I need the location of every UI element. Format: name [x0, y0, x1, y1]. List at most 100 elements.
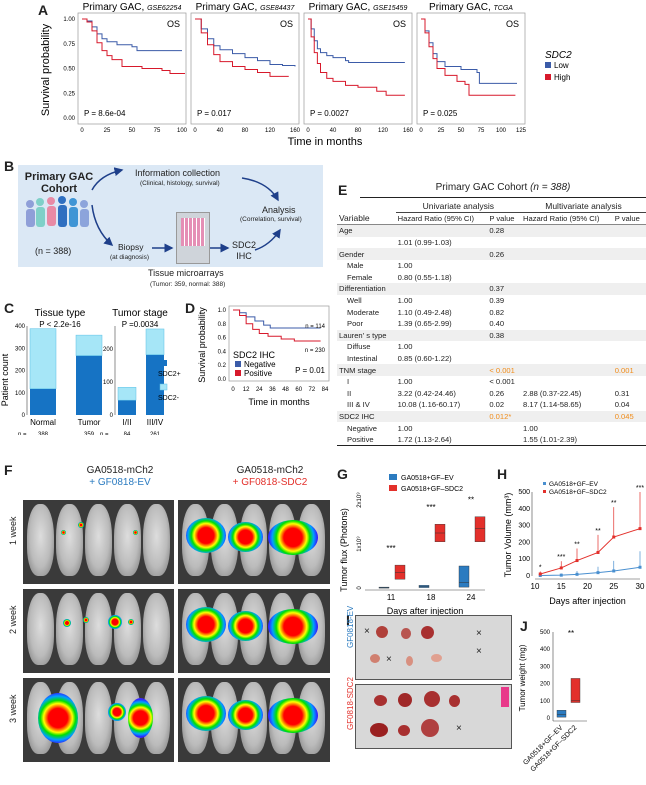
- table-row: Diffuse 1.00: [337, 341, 646, 353]
- x-tick: 100: [177, 128, 188, 134]
- cell-p1: 0.38: [487, 329, 522, 342]
- f-right-header: GA0518-mCh2 + GF0818-SDC2: [210, 465, 330, 489]
- bar-sdc2-pos: [76, 355, 102, 415]
- table-row: Age 0.28: [337, 224, 646, 237]
- multivariate-header: Multivariate analysis: [521, 200, 646, 213]
- os-label: OS: [167, 19, 180, 29]
- cell-p1: [487, 260, 521, 272]
- f-left-sub: + GF0818-EV: [89, 477, 151, 488]
- h-xlabel: Days after injection: [549, 596, 626, 606]
- mouse: [114, 504, 141, 576]
- cell-p2: [613, 341, 646, 353]
- cell-p1: [487, 341, 521, 353]
- cell-v: Gender: [337, 248, 396, 260]
- d-legend-label: Negative: [244, 360, 276, 369]
- d-n-label: n = 230: [305, 348, 326, 354]
- c-y-tick: 100: [15, 391, 26, 397]
- j-y-tick: 400: [540, 647, 551, 653]
- panel-label-f: F: [4, 462, 13, 478]
- mice-image-sdc2: [178, 678, 330, 762]
- tumor: [376, 626, 388, 638]
- c-y-tick: 0: [22, 413, 26, 419]
- panel-label-d: D: [185, 300, 196, 316]
- tumor: [449, 695, 460, 707]
- cell-p2: [612, 329, 646, 342]
- cell-hr1: 1.01 (0.99-1.03): [397, 238, 452, 248]
- d-legend-swatch: [235, 361, 241, 367]
- arrow-analysis-top: [241, 177, 279, 202]
- d-n-label: n = 114: [305, 324, 325, 330]
- c-group-title: Tissue type: [35, 308, 86, 319]
- cell-v: Age: [337, 224, 396, 237]
- panel-label-c: C: [4, 300, 15, 316]
- h-y-tick: 100: [518, 556, 530, 563]
- f-left-header: GA0518-mCh2 + GF0818-EV: [60, 465, 180, 489]
- cell-p2: [613, 434, 646, 446]
- bar-sdc2-pos: [30, 388, 56, 415]
- x-tick: 100: [496, 128, 507, 134]
- g-significance: ***: [426, 503, 435, 512]
- cell-hr1: 1.00: [397, 377, 413, 387]
- d-x-tick: 48: [282, 387, 289, 393]
- mice-image-sdc2: [178, 589, 330, 673]
- cell-v: Diffuse: [347, 342, 371, 352]
- h-point: [538, 572, 542, 576]
- mice-image-ev: [23, 500, 174, 584]
- bar-sdc2-neg: [75, 334, 103, 356]
- legend-label-neg: SDC2-: [158, 395, 180, 402]
- panel-b-arrows: [91, 167, 281, 253]
- d-y-tick: 1.0: [218, 308, 227, 314]
- h-x-tick: 10: [531, 582, 540, 591]
- cell-v: Intestinal: [347, 354, 378, 364]
- y-tick: 0.50: [63, 67, 75, 73]
- j-ylabel: Tumor weight (mg): [518, 644, 527, 711]
- g-box: [394, 564, 406, 580]
- bioluminescence-signal: [186, 607, 226, 642]
- os-label: OS: [280, 19, 293, 29]
- d-x-tick: 36: [269, 387, 276, 393]
- cell-v: TNM stage: [337, 364, 396, 376]
- mice-image-ev: [23, 589, 174, 673]
- km-curve-low: [195, 18, 296, 67]
- bioluminescence-signal: [128, 698, 153, 738]
- g-y-tick: 1x10⁹: [356, 536, 363, 552]
- cell-p2: [613, 295, 646, 307]
- y-tick: 0.00: [63, 116, 75, 122]
- cell-v: Female: [347, 272, 373, 282]
- x-tick: 0: [419, 128, 423, 134]
- table-row: Intestinal 0.85 (0.60-1.22): [337, 353, 646, 365]
- h-significance: ***: [636, 485, 644, 492]
- col-p-uni: P value: [489, 213, 515, 223]
- cell-hr1: 3.22 (0.42-24.46): [397, 388, 456, 398]
- km-curve-high: [308, 18, 405, 96]
- biopsy-sub: (at diagnosis): [110, 254, 150, 261]
- legend-swatch-low: [545, 62, 551, 68]
- os-label: OS: [393, 19, 406, 29]
- cell-p1: 0.26: [487, 248, 522, 260]
- p-value: P = 0.017: [197, 109, 232, 118]
- h-significance: *: [539, 564, 542, 571]
- tma-grid: [181, 218, 205, 246]
- km-plot-title: Primary GAC, TCGA: [429, 2, 513, 13]
- y-tick: 0.25: [63, 91, 75, 97]
- g-significance: **: [468, 496, 474, 505]
- g-legend-label: GA0518+GF–SDC2: [401, 486, 463, 493]
- c-category-label: III/IV: [147, 418, 164, 427]
- mouse: [143, 593, 170, 665]
- h-significance: ***: [557, 554, 565, 561]
- cohort-title: Primary GAC Cohort: [24, 171, 94, 195]
- panel-h-growth-plot: Tumor Volume (mm³)Days after injection01…: [503, 481, 645, 606]
- legend-swatch-neg: [159, 383, 168, 391]
- mice-image-ev: [23, 678, 174, 762]
- bioluminescence-signal: [133, 530, 138, 535]
- d-x-tick: 24: [256, 387, 263, 393]
- p-value: P = 0.025: [423, 109, 458, 118]
- km-curve-high: [82, 18, 185, 74]
- cell-hr2: [521, 353, 613, 365]
- tumor: [424, 691, 440, 707]
- cell-p1: 0.26: [489, 388, 505, 398]
- panel-label-i: I: [346, 612, 350, 628]
- cell-hr1: [395, 329, 488, 342]
- cell-p2: 0.31: [614, 388, 630, 398]
